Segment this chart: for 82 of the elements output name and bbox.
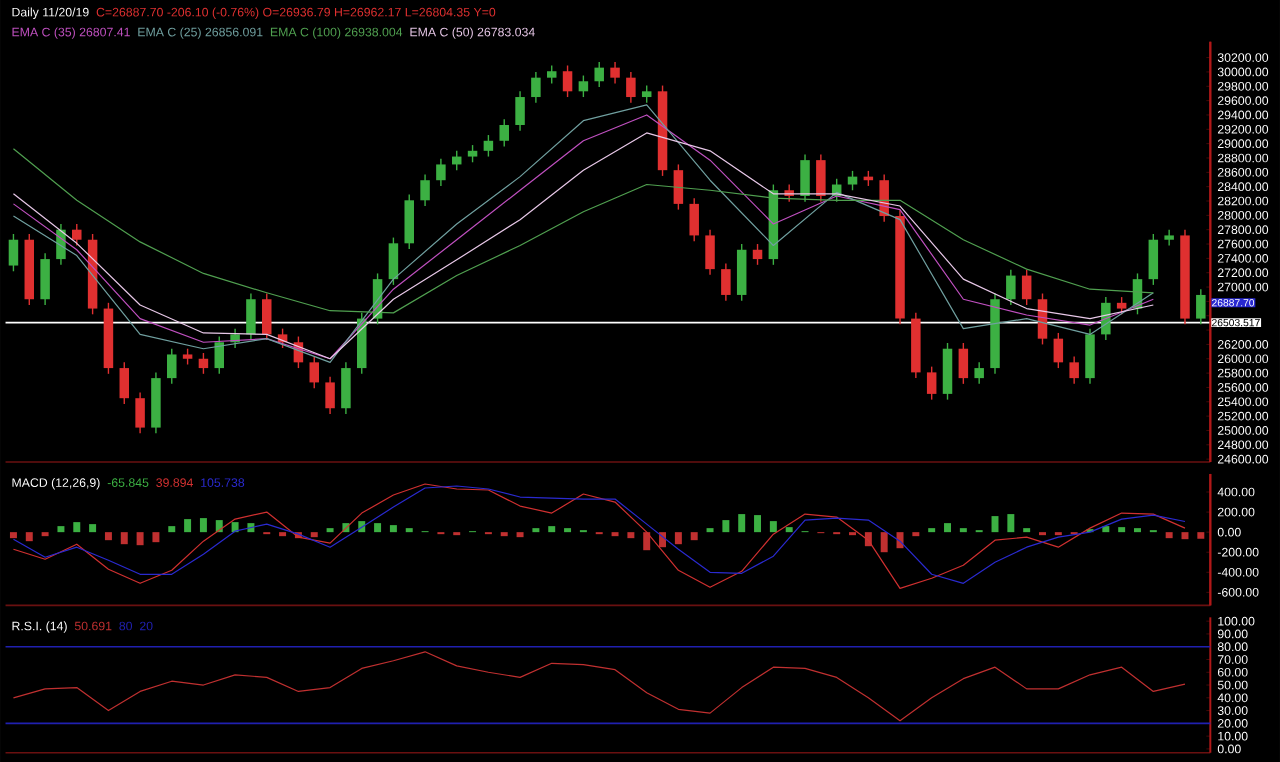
bar: [104, 531, 112, 540]
bar: [199, 517, 207, 532]
candlestick: [246, 292, 256, 341]
bar: [643, 531, 651, 550]
candlestick: [800, 153, 810, 203]
candlestick: [721, 262, 731, 302]
candlestick: [531, 70, 541, 104]
bar: [944, 522, 951, 532]
bar: [25, 531, 33, 541]
bar: [120, 531, 128, 544]
candlestick: [926, 365, 937, 400]
candlestick: [230, 327, 240, 349]
bar: [1118, 526, 1126, 532]
candlestick: [942, 341, 953, 400]
bar: [89, 523, 97, 532]
candlestick: [198, 351, 209, 375]
candlestick: [325, 375, 335, 415]
candlestick: [958, 341, 969, 385]
bar: [674, 531, 682, 544]
candlestick: [816, 153, 826, 203]
candlestick: [705, 228, 715, 276]
candlestick: [72, 222, 82, 246]
candlestick: [626, 70, 636, 104]
bar: [785, 526, 793, 532]
bar: [769, 520, 777, 532]
bar: [880, 531, 888, 552]
bar: [184, 518, 192, 532]
candlestick: [309, 355, 319, 389]
bar: [374, 522, 382, 532]
candlestick: [594, 60, 604, 88]
candlestick: [1053, 331, 1064, 369]
candlestick: [262, 292, 272, 341]
bar: [168, 525, 176, 532]
candlestick: [1196, 288, 1206, 325]
bar: [136, 531, 144, 545]
candlestick: [736, 242, 747, 302]
candlestick: [8, 232, 19, 272]
bar: [548, 525, 556, 532]
candlestick: [1164, 228, 1174, 246]
candlestick: [610, 60, 620, 84]
candlestick: [388, 236, 399, 286]
candlestick: [135, 391, 145, 434]
candlestick: [1085, 327, 1095, 385]
bar: [516, 531, 524, 537]
candlestick: [40, 252, 50, 306]
candlestick: [847, 169, 858, 191]
candlestick: [167, 347, 177, 385]
bar: [627, 531, 635, 538]
candlestick: [578, 74, 589, 98]
candlestick: [420, 173, 430, 207]
candlestick: [1021, 268, 1032, 306]
candlestick: [974, 361, 984, 385]
bar: [722, 519, 730, 532]
candlestick: [752, 242, 763, 266]
candlestick: [1148, 232, 1159, 286]
bar: [1007, 513, 1015, 532]
candlestick: [499, 118, 509, 147]
candlestick: [1069, 355, 1079, 385]
candlestick: [562, 64, 573, 98]
bar: [9, 531, 17, 538]
bar: [152, 531, 160, 542]
candlestick: [483, 133, 494, 157]
bar: [754, 514, 762, 532]
candlestick: [1006, 268, 1016, 306]
bar: [310, 531, 318, 537]
candlestick: [689, 197, 699, 242]
bar: [738, 513, 746, 532]
candlestick: [214, 335, 225, 375]
candlestick: [341, 361, 351, 415]
candlestick: [515, 90, 525, 132]
candlestick: [673, 163, 684, 210]
candlestick: [436, 157, 446, 187]
bar: [231, 521, 239, 532]
bar: [1197, 531, 1205, 539]
line-series: [12, 650, 1186, 722]
bar: [57, 525, 65, 532]
bar: [1165, 531, 1173, 538]
candlestick: [404, 193, 414, 250]
bar: [389, 524, 397, 532]
bar: [73, 521, 81, 532]
candlestick: [119, 361, 130, 405]
bar: [690, 531, 698, 540]
